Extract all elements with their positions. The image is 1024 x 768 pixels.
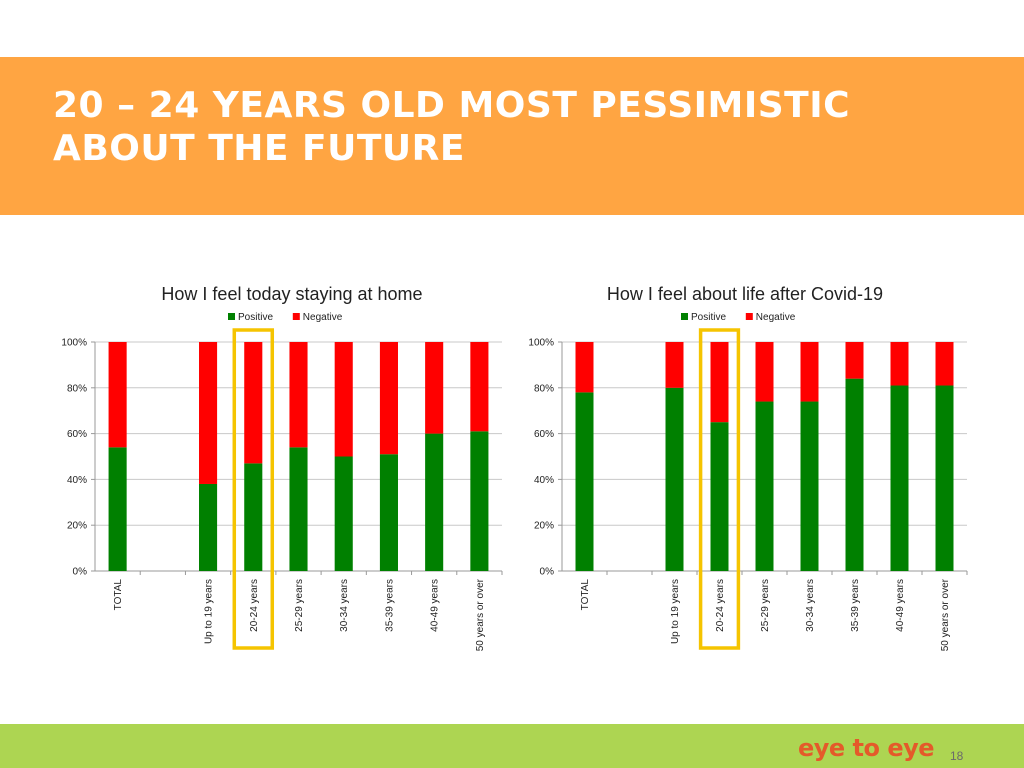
x-tick-label: 50 years or over bbox=[940, 578, 951, 651]
legend-swatch-positive bbox=[681, 313, 688, 320]
x-tick-label: 40-49 years bbox=[430, 579, 441, 632]
bar-positive bbox=[710, 422, 729, 571]
bar-negative bbox=[935, 342, 954, 386]
chart-title: How I feel today staying at home bbox=[161, 284, 422, 304]
bar-negative bbox=[800, 342, 819, 402]
chart-2: How I feel about life after Covid-19 Posi… bbox=[528, 284, 968, 651]
page-number: 18 bbox=[950, 749, 964, 763]
chart-1: How I feel today staying at home Positive… bbox=[61, 284, 503, 651]
x-tick-label: 20-24 years bbox=[249, 579, 260, 632]
legend-swatch-positive bbox=[228, 313, 235, 320]
legend-label-negative: Negative bbox=[756, 312, 796, 323]
y-tick-label: 100% bbox=[61, 338, 87, 349]
bar-positive bbox=[425, 433, 444, 571]
bar-positive bbox=[935, 385, 954, 571]
charts-canvas: How I feel today staying at home Positive… bbox=[61, 284, 968, 651]
x-tick-label: 50 years or over bbox=[475, 578, 486, 651]
bar-negative bbox=[289, 342, 308, 448]
y-tick-label: 80% bbox=[534, 383, 554, 394]
bar-positive bbox=[755, 401, 774, 571]
bar-negative bbox=[890, 342, 909, 386]
footer-bar bbox=[0, 724, 1024, 768]
bar-negative bbox=[244, 342, 263, 464]
slide-title-line-2: ABOUT THE FUTURE bbox=[53, 128, 465, 169]
x-tick-label: 35-39 years bbox=[384, 579, 395, 632]
title-banner bbox=[0, 57, 1024, 215]
bar-positive bbox=[575, 392, 594, 571]
bar-positive bbox=[199, 483, 218, 571]
y-tick-label: 60% bbox=[534, 429, 554, 440]
slide-title-line-1: 20 – 24 YEARS OLD MOST PESSIMISTIC bbox=[53, 85, 851, 126]
legend-label-negative: Negative bbox=[303, 312, 343, 323]
y-tick-label: 0% bbox=[73, 567, 88, 578]
x-tick-label: TOTAL bbox=[113, 579, 124, 611]
x-tick-label: 40-49 years bbox=[895, 579, 906, 632]
y-tick-label: 80% bbox=[67, 383, 87, 394]
chart-title: How I feel about life after Covid-19 bbox=[607, 284, 883, 304]
bar-positive bbox=[800, 401, 819, 571]
x-tick-label: 25-29 years bbox=[760, 579, 771, 632]
eye-to-eye-logo: eye to eye bbox=[798, 734, 935, 762]
highlight-box bbox=[698, 328, 741, 650]
bar-negative bbox=[710, 342, 729, 423]
legend-swatch-negative bbox=[292, 313, 300, 320]
y-tick-label: 100% bbox=[528, 338, 554, 349]
bar-negative bbox=[470, 342, 489, 432]
x-tick-label: 30-34 years bbox=[339, 579, 350, 632]
x-tick-label: Up to 19 years bbox=[204, 579, 215, 644]
legend-label-positive: Positive bbox=[691, 312, 726, 323]
bar-positive bbox=[845, 378, 864, 571]
bar-positive bbox=[108, 447, 127, 571]
bar-positive bbox=[289, 447, 308, 571]
slide-title: 20 – 24 YEARS OLD MOST PESSIMISTIC ABOUT… bbox=[53, 84, 953, 170]
bar-negative bbox=[199, 342, 218, 484]
bar-positive bbox=[334, 456, 353, 571]
bar-negative bbox=[575, 342, 594, 393]
bar-positive bbox=[244, 463, 263, 571]
bar-positive bbox=[470, 431, 489, 571]
highlight-box bbox=[232, 328, 275, 650]
y-tick-label: 20% bbox=[534, 521, 554, 532]
bar-negative bbox=[665, 342, 684, 388]
x-tick-label: TOTAL bbox=[580, 579, 591, 611]
legend-swatch-negative bbox=[745, 313, 753, 320]
y-tick-label: 0% bbox=[540, 567, 555, 578]
x-tick-label: 25-29 years bbox=[294, 579, 305, 632]
bar-positive bbox=[890, 385, 909, 571]
legend-label-positive: Positive bbox=[238, 312, 273, 323]
bar-negative bbox=[334, 342, 353, 457]
bar-positive bbox=[379, 454, 398, 571]
bar-negative bbox=[425, 342, 444, 434]
y-tick-label: 60% bbox=[67, 429, 87, 440]
bar-negative bbox=[845, 342, 864, 379]
x-tick-label: 35-39 years bbox=[850, 579, 861, 632]
x-tick-label: 20-24 years bbox=[715, 579, 726, 632]
bar-negative bbox=[108, 342, 127, 448]
y-tick-label: 40% bbox=[534, 475, 554, 486]
bar-positive bbox=[665, 387, 684, 571]
x-tick-label: Up to 19 years bbox=[670, 579, 681, 644]
bar-negative bbox=[755, 342, 774, 402]
bar-negative bbox=[379, 342, 398, 455]
x-tick-label: 30-34 years bbox=[805, 579, 816, 632]
y-tick-label: 20% bbox=[67, 521, 87, 532]
y-tick-label: 40% bbox=[67, 475, 87, 486]
